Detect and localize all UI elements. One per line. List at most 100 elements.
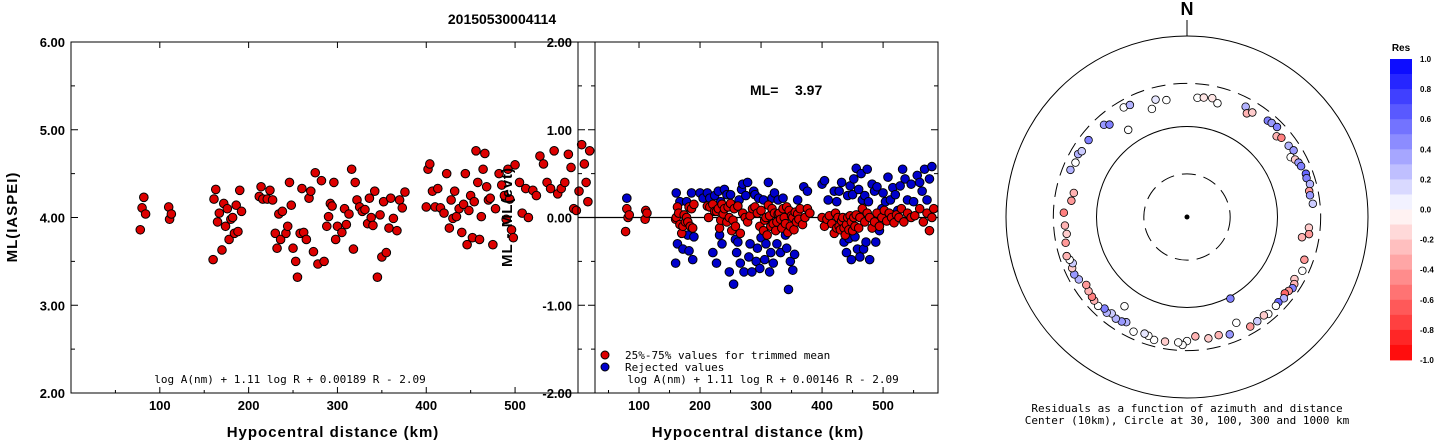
rejected-point	[731, 247, 742, 258]
data-point	[292, 272, 303, 282]
data-point	[425, 159, 435, 169]
rejected-point	[823, 195, 833, 205]
residual-point	[1199, 93, 1208, 102]
rejected-point	[755, 263, 765, 274]
data-point	[327, 201, 337, 211]
data-point	[270, 228, 281, 239]
data-point	[344, 209, 354, 219]
left-y-ticks: 2.00 3.00 4.00 5.00 6.00	[40, 35, 595, 401]
data-point	[308, 246, 319, 257]
residual-point	[1059, 208, 1069, 217]
legend: 25%-75% values for trimmed mean Rejected…	[600, 349, 830, 374]
colorbar-title: Res	[1392, 43, 1411, 54]
residual-point	[1084, 135, 1093, 145]
data-point	[231, 200, 241, 211]
rejected-point	[766, 247, 776, 258]
data-point	[490, 203, 501, 214]
residual-point	[1191, 332, 1200, 341]
data-point	[265, 185, 275, 196]
left-x-axis-label: Hypocentral distance (km)	[227, 424, 440, 441]
rejected-point	[742, 177, 753, 188]
left-y-axis-label: ML(IASPEI)	[4, 172, 21, 263]
rejected-point	[686, 188, 697, 198]
data-point	[166, 209, 177, 219]
rejected-point	[725, 189, 736, 200]
data-point	[350, 177, 361, 188]
residual-point	[1305, 179, 1315, 189]
colorbar-tick-label: 0.0	[1420, 206, 1432, 215]
rejected-point	[789, 249, 800, 260]
x-tick-label: 300	[750, 398, 772, 413]
data-point	[319, 256, 329, 267]
colorbar-tick-label: 0.2	[1420, 175, 1432, 184]
rejected-point	[728, 279, 739, 289]
colorbar-cell	[1390, 179, 1412, 195]
rejected-point	[895, 181, 905, 191]
residual-point	[1232, 318, 1241, 328]
residual-point	[1300, 255, 1309, 264]
left-chart: 100 200 300 400 500 2.00 3.00 4.00 5.00 6.00 Hyp…	[4, 35, 596, 441]
residual-point	[1272, 122, 1282, 132]
ml-label: ML=	[750, 82, 778, 98]
middle-chart: 100 200 300 400 500 -2.00 -1.00 0.00 1.00 2.00 H…	[499, 35, 939, 441]
rejected-point	[922, 195, 932, 205]
data-point	[574, 186, 584, 196]
residual-point	[1253, 317, 1262, 326]
trimmed-point	[714, 223, 725, 233]
data-point	[214, 208, 225, 218]
data-point	[571, 205, 582, 216]
residual-point	[1124, 125, 1133, 135]
left-formula: log A(nm) + 1.11 log R + 0.00189 R - 2.0…	[154, 373, 426, 386]
rejected-point	[914, 177, 925, 188]
rejected-point	[853, 184, 864, 195]
data-point	[275, 234, 286, 245]
rejected-point	[897, 164, 908, 175]
colorbar-cell	[1390, 194, 1412, 210]
data-point	[508, 232, 519, 243]
trimmed-point	[642, 208, 652, 218]
colorbar-cell	[1390, 209, 1412, 225]
data-point	[385, 193, 396, 203]
rejected-point	[862, 164, 873, 175]
rejected-point	[861, 237, 871, 247]
data-point	[267, 195, 278, 205]
rejected-point	[671, 188, 682, 198]
rejected-point	[708, 247, 718, 258]
colorbar-cell	[1390, 149, 1412, 165]
middle-x-ticks: 100 200 300 400 500	[608, 42, 915, 413]
trimmed-point	[730, 221, 741, 232]
rejected-point	[711, 258, 722, 268]
data-point	[233, 226, 243, 237]
data-point	[579, 159, 590, 169]
residual-polar-chart: N Residuals as a function of azimuth and…	[1005, 0, 1369, 427]
colorbar-cell	[1390, 239, 1412, 256]
ml-value: 3.97	[795, 82, 822, 98]
rejected-point	[802, 186, 813, 196]
data-point	[256, 181, 266, 192]
data-point	[277, 206, 288, 217]
data-point	[462, 239, 472, 250]
data-point	[227, 212, 238, 223]
residual-point	[1277, 133, 1286, 142]
trimmed-point	[789, 224, 799, 235]
colorbar-cell	[1390, 329, 1412, 346]
middle-x-axis-label: Hypocentral distance (km)	[652, 424, 865, 441]
trimmed-point	[624, 210, 635, 220]
data-point	[560, 177, 570, 188]
rejected-point	[689, 232, 699, 242]
data-point	[330, 234, 341, 245]
residual-point	[1259, 311, 1269, 320]
y-tick-label: -1.00	[542, 298, 572, 313]
data-point	[305, 186, 316, 196]
rejected-point	[752, 243, 763, 254]
rejected-point	[735, 258, 746, 268]
colorbar-tick-label: 0.4	[1420, 145, 1432, 154]
trimmed-point	[762, 230, 772, 240]
data-point	[480, 148, 490, 159]
data-point	[458, 199, 469, 210]
data-point	[381, 247, 392, 258]
colorbar-cells	[1390, 59, 1412, 361]
residual-point	[1296, 161, 1306, 171]
residual-point	[1060, 221, 1070, 230]
residual-point	[1061, 238, 1070, 247]
